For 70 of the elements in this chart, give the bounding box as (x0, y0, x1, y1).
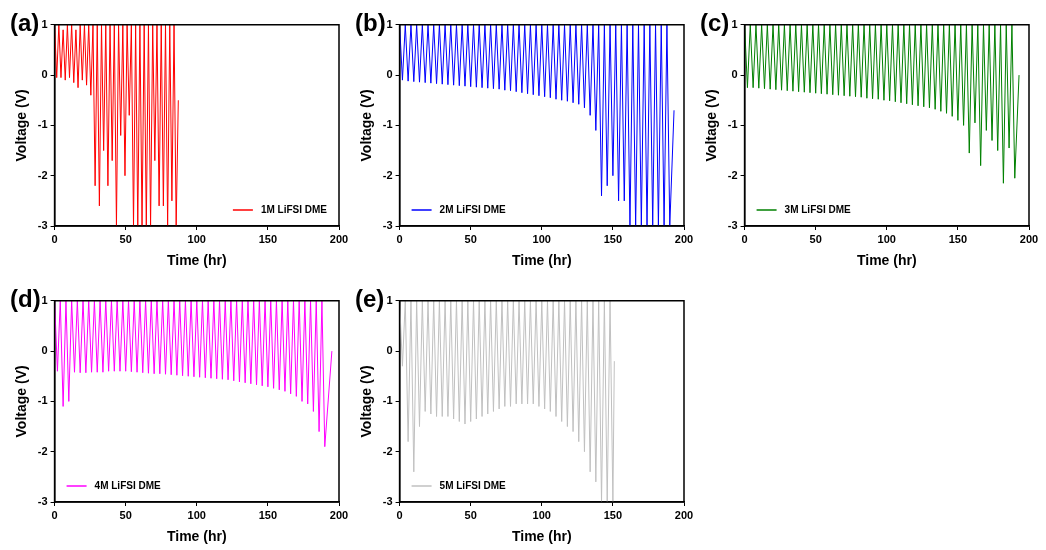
x-tick-label: 0 (396, 508, 403, 521)
y-tick-label: 0 (386, 344, 393, 357)
y-tick-label: -3 (37, 495, 48, 508)
x-axis-title: Time (hr) (856, 252, 917, 269)
chart-title: (c) (700, 9, 730, 37)
y-tick-label: -1 (382, 118, 393, 131)
x-tick-label: 0 (51, 508, 58, 521)
y-tick-label: -1 (37, 118, 48, 131)
y-axis-title: Voltage (V) (13, 89, 30, 162)
x-tick-label: 100 (532, 508, 551, 521)
x-tick-label: 200 (329, 508, 349, 521)
x-tick-label: 200 (674, 232, 694, 245)
y-tick-label: 1 (386, 17, 393, 30)
x-tick-label: 150 (258, 232, 278, 245)
x-tick-label: 50 (464, 232, 477, 245)
legend-label: 4M LiFSI DME (94, 479, 162, 491)
x-tick-label: 200 (1019, 232, 1039, 245)
y-tick-label: -3 (382, 219, 393, 232)
y-tick-label: 0 (41, 344, 48, 357)
y-tick-label: -2 (37, 444, 48, 457)
x-tick-label: 100 (187, 232, 206, 245)
x-tick-label: 100 (187, 508, 206, 521)
y-tick-label: 0 (731, 68, 738, 81)
y-tick-label: -1 (382, 394, 393, 407)
y-tick-label: 0 (41, 68, 48, 81)
x-tick-label: 200 (329, 232, 349, 245)
y-tick-label: 1 (41, 17, 48, 30)
x-axis-title: Time (hr) (166, 252, 227, 269)
y-tick-label: -2 (382, 444, 393, 457)
x-tick-label: 200 (674, 508, 694, 521)
x-axis-title: Time (hr) (166, 528, 227, 545)
x-axis-title: Time (hr) (511, 252, 572, 269)
x-tick-label: 150 (603, 232, 623, 245)
y-tick-label: 1 (731, 17, 738, 30)
legend-label: 5M LiFSI DME (439, 479, 507, 491)
x-tick-label: 0 (741, 232, 748, 245)
y-tick-label: -2 (382, 168, 393, 181)
y-tick-label: -3 (37, 219, 48, 232)
legend-label: 3M LiFSI DME (784, 203, 852, 215)
x-tick-label: 50 (119, 232, 132, 245)
y-tick-label: -2 (37, 168, 48, 181)
x-tick-label: 100 (877, 232, 896, 245)
y-tick-label: -3 (382, 495, 393, 508)
y-axis-title: Voltage (V) (358, 89, 375, 162)
x-tick-label: 0 (396, 232, 403, 245)
y-axis-title: Voltage (V) (358, 365, 375, 438)
legend-label: 1M LiFSI DME (260, 203, 328, 215)
legend-label: 2M LiFSI DME (439, 203, 507, 215)
y-axis-title: Voltage (V) (703, 89, 720, 162)
x-tick-label: 50 (809, 232, 822, 245)
x-tick-label: 50 (464, 508, 477, 521)
x-tick-label: 150 (258, 508, 278, 521)
chart-title: (e) (355, 285, 385, 313)
y-axis-title: Voltage (V) (13, 365, 30, 438)
y-tick-label: -1 (37, 394, 48, 407)
y-tick-label: -1 (727, 118, 738, 131)
x-tick-label: 0 (51, 232, 58, 245)
x-tick-label: 100 (532, 232, 551, 245)
y-tick-label: 0 (386, 68, 393, 81)
x-tick-label: 150 (948, 232, 968, 245)
chart-title: (b) (355, 9, 386, 37)
chart-title: (d) (10, 285, 41, 313)
y-tick-label: -3 (727, 219, 738, 232)
y-tick-label: 1 (41, 293, 48, 306)
x-tick-label: 50 (119, 508, 132, 521)
x-axis-title: Time (hr) (511, 528, 572, 545)
y-tick-label: 1 (386, 293, 393, 306)
y-tick-label: -2 (727, 168, 738, 181)
x-tick-label: 150 (603, 508, 623, 521)
chart-title: (a) (10, 9, 40, 37)
